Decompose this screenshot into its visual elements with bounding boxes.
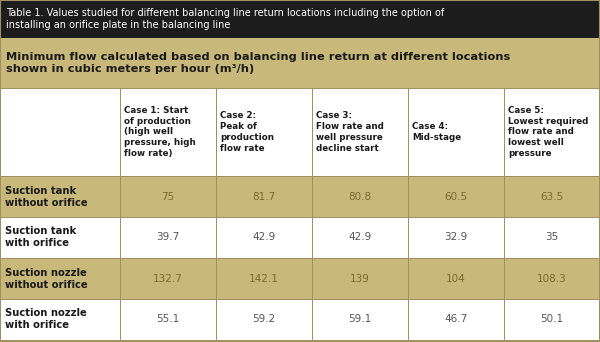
Bar — [216, 299, 312, 340]
Bar — [120, 88, 216, 176]
Bar — [408, 217, 504, 258]
Bar — [504, 176, 600, 217]
Text: Case 4:
Mid-stage: Case 4: Mid-stage — [412, 122, 461, 142]
Bar — [0, 217, 120, 258]
Text: Case 1: Start
of production
(high well
pressure, high
flow rate): Case 1: Start of production (high well p… — [124, 106, 196, 158]
Text: 42.9: 42.9 — [253, 233, 275, 242]
Bar — [504, 299, 600, 340]
Bar — [216, 258, 312, 299]
Text: Case 5:
Lowest required
flow rate and
lowest well
pressure: Case 5: Lowest required flow rate and lo… — [508, 106, 589, 158]
Bar — [120, 299, 216, 340]
Bar — [504, 88, 600, 176]
Text: 59.2: 59.2 — [253, 315, 275, 325]
Text: Case 2:
Peak of
production
flow rate: Case 2: Peak of production flow rate — [220, 111, 274, 153]
Text: Minimum flow calculated based on balancing line return at different locations
sh: Minimum flow calculated based on balanci… — [6, 52, 510, 74]
Text: Suction tank
without orifice: Suction tank without orifice — [5, 185, 88, 208]
Text: 108.3: 108.3 — [537, 274, 567, 284]
Bar — [312, 299, 408, 340]
Text: Suction tank
with orifice: Suction tank with orifice — [5, 226, 76, 249]
Text: 50.1: 50.1 — [541, 315, 563, 325]
Text: 80.8: 80.8 — [349, 192, 371, 201]
Bar — [504, 217, 600, 258]
Text: Suction nozzle
with orifice: Suction nozzle with orifice — [5, 308, 87, 330]
Bar — [120, 258, 216, 299]
Bar — [408, 176, 504, 217]
Text: 81.7: 81.7 — [253, 192, 275, 201]
Bar — [216, 176, 312, 217]
Bar — [0, 258, 120, 299]
Text: 46.7: 46.7 — [445, 315, 467, 325]
Text: 75: 75 — [161, 192, 175, 201]
Text: 104: 104 — [446, 274, 466, 284]
Bar — [312, 217, 408, 258]
Text: Table 1. Values studied for different balancing line return locations including : Table 1. Values studied for different ba… — [6, 8, 444, 30]
Text: 132.7: 132.7 — [153, 274, 183, 284]
Text: 39.7: 39.7 — [157, 233, 179, 242]
Text: 55.1: 55.1 — [157, 315, 179, 325]
Bar — [0, 176, 120, 217]
Bar — [0, 299, 120, 340]
Bar — [312, 258, 408, 299]
Bar — [408, 299, 504, 340]
Text: Case 3:
Flow rate and
well pressure
decline start: Case 3: Flow rate and well pressure decl… — [316, 111, 384, 153]
Bar — [408, 88, 504, 176]
Bar — [216, 88, 312, 176]
Bar — [312, 176, 408, 217]
Bar — [0, 0, 600, 38]
Text: 59.1: 59.1 — [349, 315, 371, 325]
Text: 139: 139 — [350, 274, 370, 284]
Text: 35: 35 — [545, 233, 559, 242]
Bar — [504, 258, 600, 299]
Text: 63.5: 63.5 — [541, 192, 563, 201]
Bar — [120, 176, 216, 217]
Text: Suction nozzle
without orifice: Suction nozzle without orifice — [5, 267, 88, 289]
Text: 142.1: 142.1 — [249, 274, 279, 284]
Bar — [312, 88, 408, 176]
Bar — [0, 88, 120, 176]
Text: 32.9: 32.9 — [445, 233, 467, 242]
Bar — [408, 258, 504, 299]
Text: 60.5: 60.5 — [445, 192, 467, 201]
Bar — [120, 217, 216, 258]
Text: 42.9: 42.9 — [349, 233, 371, 242]
Bar — [216, 217, 312, 258]
Bar — [0, 38, 600, 88]
